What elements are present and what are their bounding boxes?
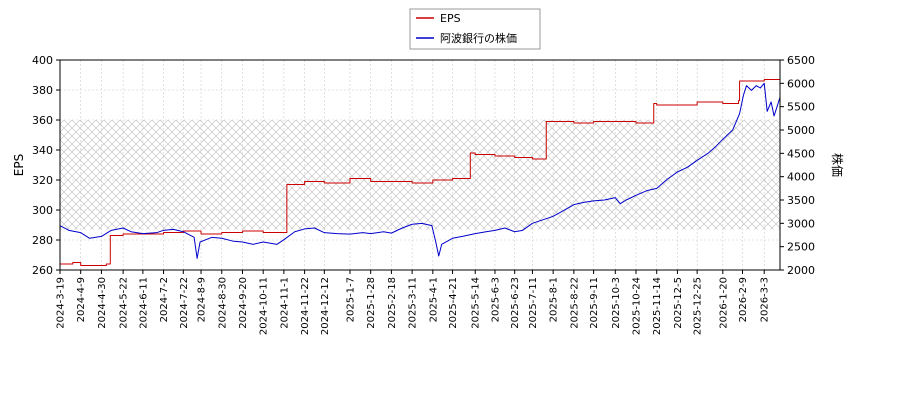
x-tick-label: 2025-1-28 [366,277,377,329]
x-tick-label: 2025-12-25 [693,277,704,335]
x-tick-label: 2025-8-22 [569,277,580,329]
x-tick-label: 2025-5-14 [471,277,482,329]
y-right-tick-label: 5500 [787,101,815,114]
x-tick-label: 2024-7-22 [179,277,190,329]
y-right-tick-label: 3500 [787,194,815,207]
x-tick-label: 2025-2-18 [387,277,398,329]
y-right-tick-label: 3000 [787,217,815,230]
y-right-tick-label: 2500 [787,241,815,254]
legend-box [409,8,541,50]
y-left-tick-label: 300 [32,204,53,217]
legend-label-eps: EPS [440,12,461,25]
plot-frame [59,59,781,271]
x-tick-label: 2025-3-11 [408,277,419,329]
x-axis-ticks: 2024-3-19 2024-4-9 2024-4-30 2024-5-22 2024-… [56,270,771,335]
y-right-tick-label: 6000 [787,77,815,90]
x-tick-label: 2024-10-11 [259,277,270,335]
series-group [60,79,780,266]
series-line-eps [60,79,780,266]
x-tick-label: 2025-6-3 [490,277,501,322]
x-tick-label: 2024-5-22 [119,277,130,329]
x-tick-label: 2024-4-30 [97,277,108,329]
x-tick-label: 2024-11-22 [300,277,311,335]
y-right-tick-label: 4000 [787,171,815,184]
x-tick-label: 2024-12-12 [320,277,331,335]
x-tick-label: 2025-1-7 [345,277,356,322]
x-tick-label: 2024-9-20 [238,277,249,329]
x-tick-label: 2024-8-30 [217,277,228,329]
y-left-tick-label: 340 [32,144,53,157]
right-axis-ticks: 2000 2500 3000 3500 4000 4500 5000 5500 6000 6500 [780,54,815,277]
y-left-tick-label: 360 [32,114,53,127]
y-left-tick-label: 280 [32,234,53,247]
x-tick-label: 2026-2-9 [738,277,749,322]
x-tick-label: 2025-10-3 [611,277,622,329]
x-tick-label: 2025-4-1 [428,277,439,322]
x-tick-label: 2025-4-21 [448,277,459,329]
x-tick-label: 2025-10-24 [632,277,643,335]
y-left-tick-label: 380 [32,84,53,97]
x-tick-label: 2026-3-3 [760,277,771,322]
series-line-price [60,82,780,259]
x-tick-label: 2026-1-20 [718,277,729,329]
left-axis-ticks: 260 280 300 320 340 360 380 400 [32,54,60,277]
y-right-tick-label: 2000 [787,264,815,277]
y-right-axis-label: 株価 [830,153,845,177]
legend: EPS 阿波銀行の株価 [409,8,541,50]
x-tick-label: 2024-6-11 [138,277,149,329]
x-tick-label: 2024-3-19 [56,277,67,329]
x-tick-label: 2025-6-23 [510,277,521,329]
x-tick-label: 2024-8-9 [197,277,208,322]
legend-label-price: 阿波銀行の株価 [440,31,517,45]
y-left-tick-label: 260 [32,264,53,277]
y-left-tick-label: 320 [32,174,53,187]
x-tick-label: 2025-9-11 [589,277,600,329]
y-right-tick-label: 5000 [787,124,815,137]
x-tick-label: 2025-12-5 [673,277,684,329]
x-tick-label: 2025-7-11 [528,277,539,329]
y-right-tick-label: 6500 [787,54,815,67]
shaded-band [60,120,780,230]
x-tick-label: 2025-8-1 [549,277,560,322]
x-tick-label: 2025-11-14 [652,277,663,335]
x-tick-label: 2024-4-9 [76,277,87,322]
y-left-tick-label: 400 [32,54,53,67]
y-right-tick-label: 4500 [787,147,815,160]
y-left-axis-label: EPS [12,154,26,176]
x-tick-label: 2024-7-2 [159,277,170,322]
x-tick-label: 2024-11-1 [279,277,290,329]
